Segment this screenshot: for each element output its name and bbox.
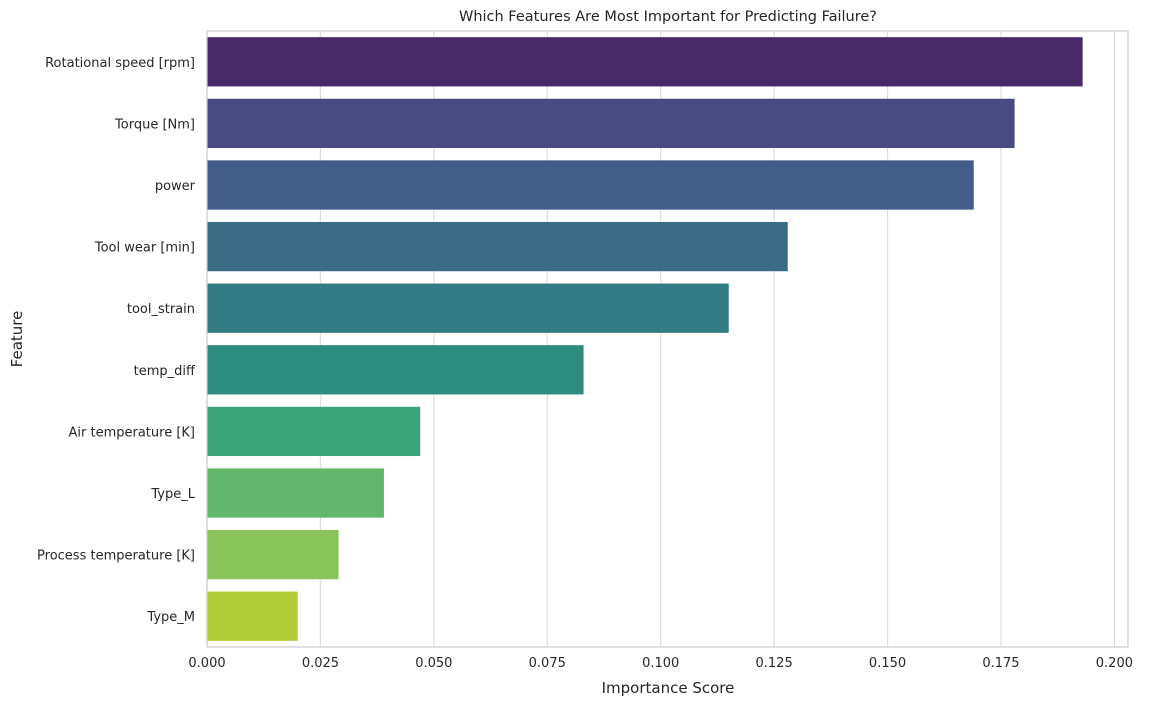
x-tick-label: 0.150 xyxy=(869,656,906,671)
x-tick-label: 0.050 xyxy=(415,656,452,671)
y-tick-label: Tool wear [min] xyxy=(94,241,195,256)
y-tick-label: tool_strain xyxy=(127,302,195,317)
y-tick-label: Type_L xyxy=(150,487,195,502)
x-tick-label: 0.100 xyxy=(642,656,679,671)
bar xyxy=(207,591,298,641)
plot-frame xyxy=(206,30,1129,648)
bar xyxy=(207,221,788,272)
y-tick-label: Air temperature [K] xyxy=(69,425,196,440)
bar xyxy=(207,468,384,518)
bar xyxy=(207,37,1083,87)
bars xyxy=(207,37,1083,641)
bar xyxy=(207,98,1015,149)
chart-title: Which Features Are Most Important for Pr… xyxy=(459,9,877,25)
y-tick-label: power xyxy=(155,179,196,194)
y-tick-label: Type_M xyxy=(146,610,195,625)
y-axis-label: Feature xyxy=(8,311,26,368)
bar xyxy=(207,406,421,457)
x-tick-label: 0.000 xyxy=(188,656,225,671)
x-tick-labels: 0.000 0.025 0.050 0.075 0.100 0.125 0.150 0.175… xyxy=(188,656,1133,671)
y-tick-label: Torque [Nm] xyxy=(114,117,195,132)
x-tick-label: 0.025 xyxy=(302,656,339,671)
bar xyxy=(207,160,974,210)
x-tick-label: 0.175 xyxy=(982,656,1019,671)
y-tick-label: Rotational speed [rpm] xyxy=(45,56,195,71)
y-tick-labels: Rotational speed [rpm] Torque [Nm] power To… xyxy=(37,56,196,625)
x-tick-label: 0.125 xyxy=(756,656,793,671)
x-tick-label: 0.200 xyxy=(1096,656,1133,671)
bar xyxy=(207,283,729,333)
x-tick-label: 0.075 xyxy=(529,656,566,671)
bar xyxy=(207,345,584,395)
y-tick-label: Process temperature [K] xyxy=(37,549,195,564)
x-axis-label: Importance Score xyxy=(602,679,735,697)
y-tick-label: temp_diff xyxy=(134,364,196,379)
bar xyxy=(207,529,339,580)
